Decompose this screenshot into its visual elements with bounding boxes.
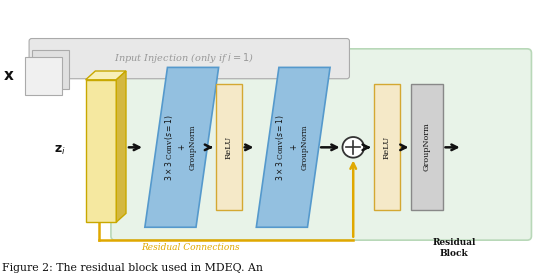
- Text: Figure 2: The residual block used in MDEQ. An: Figure 2: The residual block used in MDE…: [2, 263, 263, 273]
- Text: $3 \times 3$ Conv$(s=1)$
$+$
GroupNorm: $3 \times 3$ Conv$(s=1)$ $+$ GroupNorm: [274, 114, 308, 181]
- FancyBboxPatch shape: [29, 39, 350, 79]
- Text: Residual Connections: Residual Connections: [141, 243, 240, 252]
- Text: $\mathbf{z}_i$: $\mathbf{z}_i$: [54, 144, 66, 158]
- FancyBboxPatch shape: [111, 49, 532, 240]
- Polygon shape: [86, 71, 126, 80]
- Text: Residual
Block: Residual Block: [433, 238, 476, 258]
- Polygon shape: [145, 67, 218, 227]
- Text: ReLU: ReLU: [225, 135, 233, 159]
- Circle shape: [343, 137, 364, 158]
- Text: ReLU: ReLU: [383, 135, 391, 159]
- Polygon shape: [256, 67, 330, 227]
- Text: Input Injection (only if $i=1$): Input Injection (only if $i=1$): [114, 51, 254, 65]
- Polygon shape: [86, 80, 117, 222]
- Polygon shape: [117, 71, 126, 222]
- FancyBboxPatch shape: [216, 84, 242, 210]
- Text: $3 \times 3$ Conv$(s=1)$
$+$
GroupNorm: $3 \times 3$ Conv$(s=1)$ $+$ GroupNorm: [163, 114, 197, 181]
- FancyBboxPatch shape: [411, 84, 443, 210]
- Text: $\mathbf{x}$: $\mathbf{x}$: [3, 69, 15, 83]
- FancyBboxPatch shape: [373, 84, 399, 210]
- Polygon shape: [25, 56, 62, 95]
- Polygon shape: [32, 50, 69, 89]
- Text: GroupNorm: GroupNorm: [423, 123, 431, 172]
